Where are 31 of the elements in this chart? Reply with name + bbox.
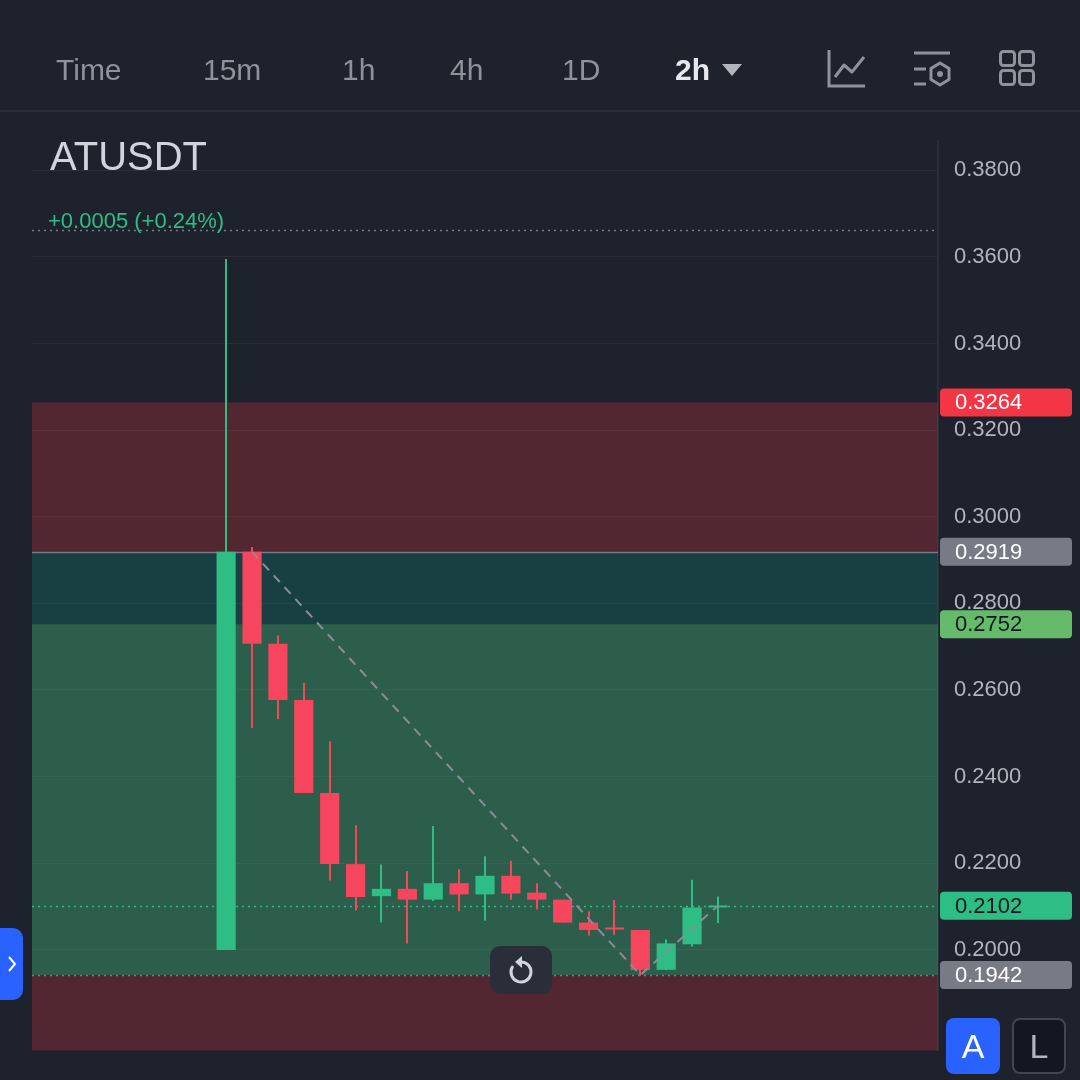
text: 15m [203,53,262,87]
band-label: 0.3264 [955,389,1023,415]
candlestick [449,868,469,913]
candlestick [527,882,547,911]
y-tick-label: 0.3400 [954,329,1022,355]
y-tick-label: 0.3200 [954,416,1022,442]
ref-line-label: 0.2919 [955,538,1023,564]
text: 4h [450,53,484,87]
text: 1h [342,53,376,87]
y-tick-label: 0.2400 [954,762,1022,788]
candlestick [423,825,443,902]
candlestick [501,859,521,901]
candlestick [397,870,417,945]
candlestick [578,910,599,937]
y-tick-label: 0.3000 [954,502,1022,528]
candlestick [604,899,625,936]
text: L [1029,1026,1049,1066]
y-tick-label: 0.3800 [954,156,1022,182]
text: Time [56,53,122,87]
candlestick [371,863,392,924]
y-tick-label: 0.3600 [954,242,1022,268]
y-tick-label: 0.2600 [954,676,1022,702]
y-tick-label: 0.2000 [954,935,1022,961]
ref-line-label: 0.2102 [955,892,1023,918]
text: A [961,1026,985,1066]
text: 2h [675,53,711,87]
text: 1D [562,53,601,87]
ref-line-label: 0.1942 [955,962,1023,988]
chart-title: ATUSDT [50,133,208,179]
text: +0.0005 (+0.24%) [48,208,225,233]
y-tick-label: 0.2200 [954,849,1022,875]
